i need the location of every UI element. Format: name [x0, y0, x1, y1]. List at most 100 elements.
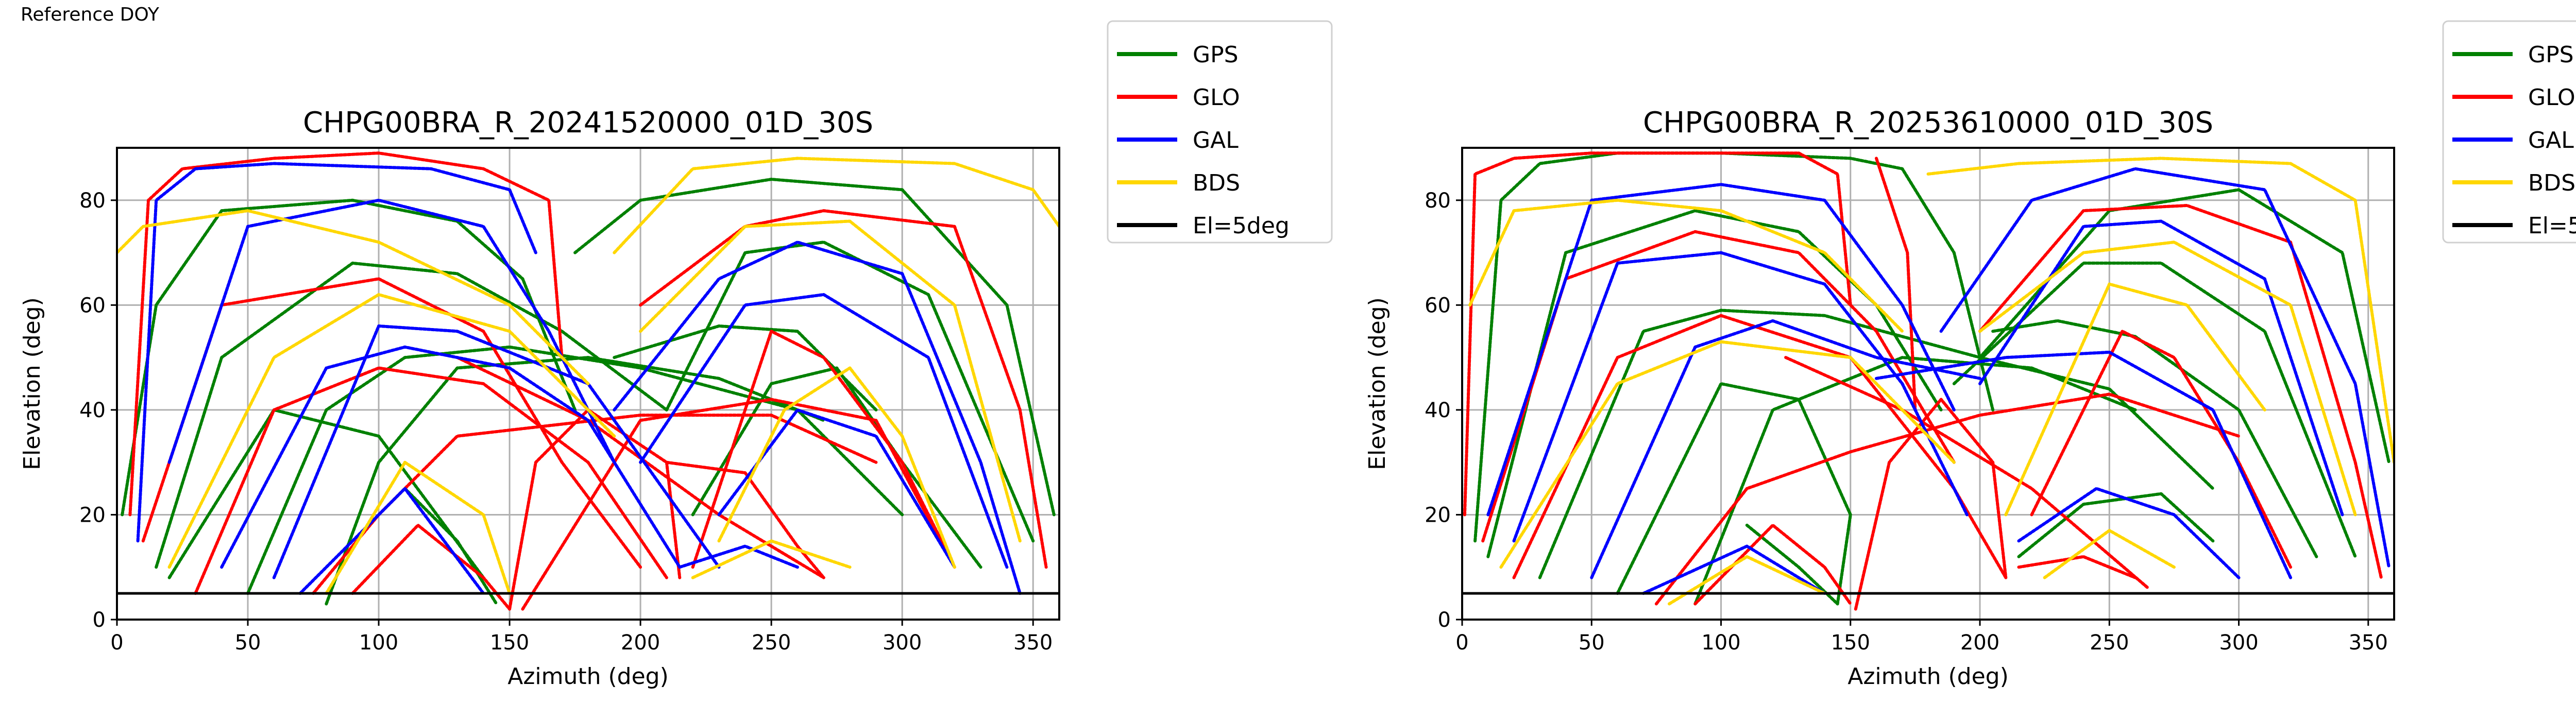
track-bds — [325, 460, 512, 595]
track-gal — [678, 544, 799, 569]
legend-box — [2442, 20, 2576, 244]
x-tick-label: 350 — [1013, 631, 1053, 655]
track-glo — [1875, 157, 1917, 412]
track-gal — [1641, 544, 1826, 595]
track-gps — [613, 324, 878, 412]
x-tick-label: 300 — [883, 631, 922, 655]
track-glo — [455, 356, 825, 579]
track-gps — [1616, 382, 1852, 606]
x-tick-label: 200 — [1960, 631, 1999, 655]
track-bds — [2004, 282, 2266, 517]
track-gps — [1952, 261, 2357, 558]
track-gps — [325, 356, 825, 606]
track-glo — [2030, 330, 2292, 569]
axes-frame — [1461, 147, 2395, 621]
track-gal — [717, 408, 956, 569]
track-bds — [2043, 529, 2176, 579]
chart-title: CHPG00BRA_R_20241520000_01D_30S — [303, 106, 873, 140]
track-gal — [1939, 167, 2391, 569]
y-tick-label: 0 — [1438, 608, 1451, 632]
track-gps — [691, 366, 982, 569]
y-axis-label: Elevation (deg) — [19, 297, 45, 470]
track-bds — [1926, 157, 2394, 464]
track-gps — [1473, 151, 1995, 543]
y-tick-label: 60 — [79, 294, 106, 317]
legend-box — [1107, 20, 1333, 244]
y-tick-label: 40 — [79, 399, 106, 422]
x-axis-label: Azimuth (deg) — [507, 663, 669, 690]
track-gal — [613, 241, 1022, 595]
x-tick-label: 150 — [1831, 631, 1870, 655]
track-bds — [691, 539, 852, 579]
legend: GPS GLO GAL BDS El=5deg — [2442, 20, 2576, 244]
track-glo — [128, 151, 564, 517]
legend-label: BDS — [2528, 170, 2575, 196]
track-gal — [639, 293, 1009, 569]
track-gal — [136, 162, 537, 543]
x-axis-label: Azimuth (deg) — [1848, 663, 2009, 690]
track-glo — [521, 398, 956, 611]
x-tick-label: 0 — [110, 631, 123, 655]
chart-title: CHPG00BRA_R_20253610000_01D_30S — [1643, 106, 2213, 140]
chart-panel-1: 0 50 100 150 200 250 300 350 0 20 40 60 80 Azimuth (d… — [19, 20, 1333, 690]
x-tick-label: 300 — [2219, 631, 2258, 655]
track-glo — [2017, 555, 2137, 579]
track-gal — [298, 487, 485, 595]
legend-label: GPS — [1193, 42, 1239, 68]
track-bds — [1668, 555, 1826, 606]
y-tick-label: 20 — [1425, 503, 1451, 527]
track-bds — [1468, 198, 1904, 333]
track-bds — [613, 157, 1059, 254]
track-bds — [167, 293, 616, 569]
x-tick-label: 100 — [1701, 631, 1740, 655]
y-tick-label: 60 — [1425, 294, 1451, 317]
axes-frame — [116, 147, 1060, 621]
track-gal — [220, 345, 682, 569]
y-tick-label: 20 — [79, 503, 106, 527]
x-tick-label: 50 — [1579, 631, 1605, 655]
track-glo — [691, 330, 956, 569]
x-tick-label: 200 — [621, 631, 660, 655]
x-tick-label: 250 — [2090, 631, 2129, 655]
reference-doy-label: Reference DOY — [21, 4, 159, 25]
track-gal — [1875, 350, 2292, 579]
track-glo — [1978, 204, 2383, 579]
track-glo — [351, 523, 512, 611]
track-gps — [121, 198, 577, 517]
track-gps — [1538, 308, 2215, 579]
track-glo — [1463, 151, 1852, 517]
y-axis-label: Elevation (deg) — [1364, 297, 1391, 470]
track-gal — [1590, 319, 1981, 579]
track-gps — [665, 241, 1035, 543]
x-tick-label: 150 — [490, 631, 529, 655]
track-gal — [1486, 183, 1956, 517]
x-tick-label: 350 — [2349, 631, 2388, 655]
legend-label: GAL — [2528, 127, 2574, 153]
legend-label: GAL — [1193, 127, 1239, 153]
x-tick-label: 250 — [752, 631, 791, 655]
track-gal — [2017, 487, 2241, 579]
legend-label: El=5deg — [1193, 213, 1290, 239]
track-gps — [573, 178, 1056, 517]
track-bds — [1499, 340, 1956, 569]
satellite-tracks — [117, 151, 1059, 611]
y-tick-label: 0 — [93, 608, 106, 632]
track-glo — [1654, 392, 2241, 606]
track-gal — [1512, 251, 1969, 543]
legend-label: El=5deg — [2528, 213, 2576, 239]
x-tick-label: 50 — [235, 631, 261, 655]
track-glo — [639, 209, 1048, 569]
chart-panel-2: 0 50 100 150 200 250 300 350 0 20 40 60 80 Azimuth (d… — [1364, 20, 2576, 690]
track-bds — [117, 209, 590, 385]
y-tick-label: 80 — [1425, 189, 1451, 213]
track-bds — [717, 366, 956, 569]
track-bds — [1978, 241, 2357, 517]
legend-label: BDS — [1193, 170, 1240, 196]
legend-label: GLO — [1193, 84, 1240, 111]
track-gps — [2017, 492, 2215, 558]
track-glo — [665, 460, 825, 579]
x-tick-label: 0 — [1455, 631, 1468, 655]
track-gps — [167, 408, 485, 579]
x-tick-label: 100 — [359, 631, 398, 655]
